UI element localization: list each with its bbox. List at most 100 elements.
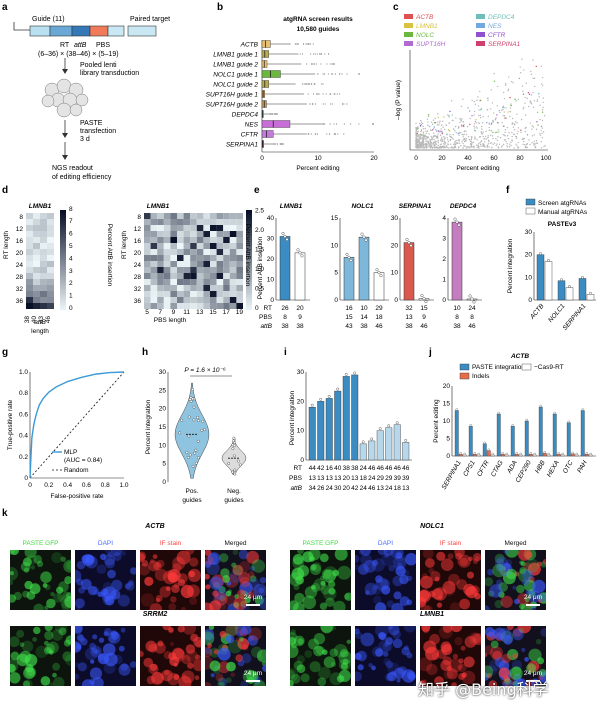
e-ytick: 0 bbox=[394, 297, 398, 304]
c-point bbox=[424, 127, 426, 130]
d-cbar2-segment bbox=[246, 217, 252, 221]
c-point bbox=[447, 143, 449, 146]
c-point bbox=[479, 116, 482, 119]
d-hm2-cell bbox=[170, 303, 177, 309]
h-point bbox=[233, 468, 237, 472]
h-point bbox=[190, 388, 194, 391]
c-point bbox=[532, 77, 534, 80]
c-point bbox=[431, 129, 434, 131]
b-category-label: NOLC1 guide 1 bbox=[213, 72, 258, 79]
d-hm2-cell bbox=[177, 291, 184, 297]
b-outlier bbox=[294, 43, 296, 45]
i-rt-value: 42 bbox=[317, 465, 325, 472]
c-point bbox=[525, 145, 527, 147]
c-point bbox=[435, 137, 438, 139]
d-cbar2-segment bbox=[246, 295, 252, 298]
c-point bbox=[418, 135, 421, 137]
c-point bbox=[542, 101, 544, 104]
d-hm2-cell bbox=[229, 255, 237, 261]
c-point bbox=[498, 143, 501, 146]
d-cbar2-label: Percent AttB insertion bbox=[244, 224, 251, 287]
d-hm2-cell bbox=[229, 213, 237, 219]
c-point bbox=[443, 116, 445, 118]
d-hm2-cell bbox=[216, 213, 224, 219]
d-hm2-cell bbox=[216, 243, 224, 249]
i-attb-value: 42 bbox=[351, 485, 359, 492]
j-point bbox=[497, 411, 500, 415]
d-hm2-cell bbox=[190, 219, 197, 225]
c-point bbox=[506, 143, 508, 145]
h-point bbox=[197, 419, 200, 423]
d-cbar2-segment bbox=[246, 265, 252, 268]
b-outlier bbox=[329, 133, 331, 135]
d-attb-tick: 43 bbox=[38, 316, 45, 324]
c-point bbox=[415, 140, 417, 142]
j-point bbox=[505, 452, 508, 456]
d-cbar1-tick: 8 bbox=[69, 206, 73, 213]
c-point bbox=[418, 122, 421, 125]
b-outlier bbox=[329, 93, 331, 95]
c-point bbox=[430, 143, 432, 145]
i-bar bbox=[368, 440, 376, 461]
c-point bbox=[422, 131, 425, 133]
d-hm2-cell bbox=[177, 255, 184, 261]
b-outlier bbox=[269, 113, 271, 115]
c-point bbox=[541, 127, 544, 129]
d-hm2-cell bbox=[157, 213, 164, 219]
d-hm2-cell bbox=[216, 261, 224, 267]
d-hm2-cell bbox=[196, 213, 204, 219]
h-ytick: 0 bbox=[162, 479, 166, 486]
d-cbar2-segment bbox=[246, 247, 252, 251]
j-bar bbox=[542, 453, 547, 457]
d-hm1-cell bbox=[40, 237, 47, 243]
c-point bbox=[460, 144, 462, 147]
d-hm2-cell bbox=[150, 213, 158, 219]
c-point bbox=[476, 138, 478, 141]
d-hm2-cell bbox=[144, 219, 151, 225]
d-hm2-cell bbox=[170, 243, 177, 249]
e-pbs-value: 9 bbox=[422, 314, 426, 321]
d-hm2-cell bbox=[223, 291, 230, 297]
c-point bbox=[432, 141, 435, 144]
d-hm2-cell bbox=[196, 297, 204, 303]
j-bar bbox=[552, 413, 557, 457]
c-point bbox=[471, 143, 473, 145]
d-hm2-cell bbox=[236, 219, 243, 225]
c-point bbox=[433, 143, 436, 146]
d-rt-tick: 16 bbox=[16, 238, 24, 245]
d-hm1-cell bbox=[47, 249, 54, 255]
h-point bbox=[238, 463, 242, 467]
c-point bbox=[531, 141, 533, 144]
d-hm2-cell bbox=[223, 261, 230, 267]
c-point bbox=[422, 125, 424, 128]
c-point bbox=[461, 118, 463, 120]
d-hm2-cell bbox=[223, 297, 230, 303]
c-point bbox=[536, 142, 539, 145]
d-hm2-cell bbox=[170, 219, 177, 225]
d-hm2-cell bbox=[196, 243, 204, 249]
step3-label: NGS readout bbox=[52, 165, 93, 172]
c-point bbox=[444, 128, 446, 131]
d-hm2-cell bbox=[144, 273, 151, 279]
c-point bbox=[473, 129, 476, 132]
d-hm2-cell bbox=[229, 303, 237, 309]
c-point bbox=[424, 137, 427, 140]
d-hm2-cell bbox=[210, 249, 217, 255]
d-hm2-cell bbox=[210, 225, 217, 231]
d-hm2-cell bbox=[177, 297, 184, 303]
e-bar bbox=[451, 221, 463, 301]
c-point bbox=[473, 110, 476, 113]
e-point bbox=[470, 297, 474, 301]
i-attb-value: 18 bbox=[394, 485, 402, 492]
c-point bbox=[481, 122, 484, 124]
k-group4: LMNB1 bbox=[420, 611, 444, 618]
d-hm1-cell bbox=[47, 297, 54, 303]
d-hm1-cell bbox=[26, 213, 33, 219]
step1b-label: library transduction bbox=[80, 70, 139, 77]
c-point bbox=[469, 117, 471, 120]
d-cbar1-segment bbox=[60, 290, 66, 293]
c-point bbox=[451, 137, 453, 139]
d-hm1-cell bbox=[40, 249, 47, 255]
c-point bbox=[526, 97, 529, 100]
d-cbar2-tick: 1.5 bbox=[255, 247, 264, 254]
